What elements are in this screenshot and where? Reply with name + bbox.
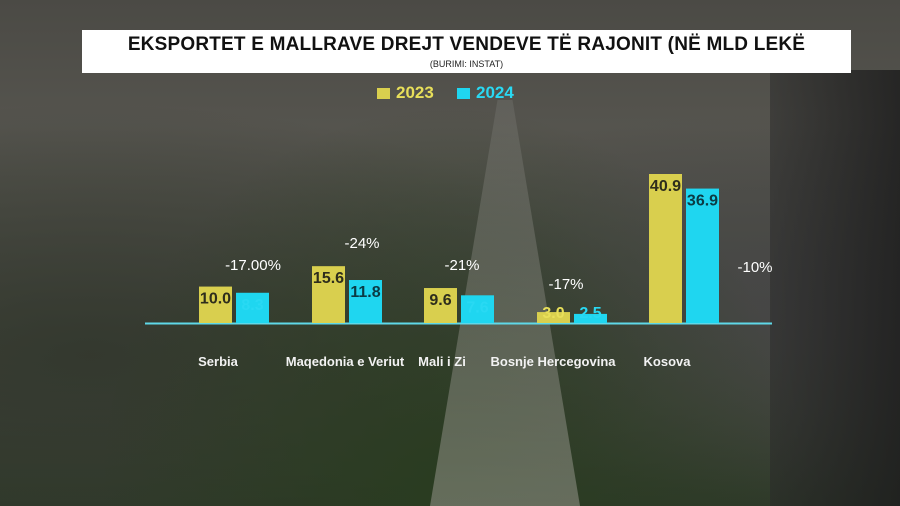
background-building — [770, 70, 900, 506]
change-label-5: -10% — [737, 259, 772, 276]
bar-2024-3 — [461, 295, 494, 323]
chart-title: EKSPORTET E MALLRAVE DREJT VENDEVE TË RA… — [127, 34, 806, 55]
data-label-2023-3: 9.6 — [429, 292, 451, 309]
data-label-2024-2: 11.8 — [350, 284, 380, 301]
category-label-5: Kosova — [644, 354, 692, 369]
bar-2024-4 — [574, 313, 607, 323]
bar-2024-5 — [686, 188, 719, 323]
data-label-2024-4: 2.5 — [579, 305, 601, 322]
legend-label-2024: 2024 — [476, 83, 514, 102]
title-banner: EKSPORTET E MALLRAVE DREJT VENDEVE TË RA… — [82, 30, 851, 73]
legend-swatch-2024 — [457, 87, 470, 99]
data-label-2023-5: 40.9 — [650, 178, 681, 195]
bar-2023-1 — [199, 286, 232, 323]
change-label-1: -17.00% — [225, 257, 281, 274]
legend-item-2023: 2023 — [377, 83, 434, 103]
change-label-4: -17% — [548, 276, 583, 293]
data-label-2024-3: 7.6 — [466, 299, 488, 316]
change-label-2: -24% — [344, 235, 379, 252]
category-label-4: Bosnje Hercegovina — [491, 354, 617, 369]
change-label-3: -21% — [444, 257, 479, 274]
bar-2024-2 — [349, 280, 382, 323]
bar-2024-1 — [236, 292, 269, 323]
data-label-2023-1: 10.0 — [200, 291, 231, 308]
data-label-2023-2: 15.6 — [313, 270, 344, 287]
bar-2023-4 — [537, 312, 570, 323]
chart-subtitle: (BURIMI: INSTAT) — [429, 59, 504, 69]
data-label-2024-5: 36.9 — [687, 193, 718, 210]
bar-2023-5 — [649, 174, 682, 323]
category-label-3: Mali i Zi — [418, 354, 466, 369]
category-label-1: Serbia — [198, 354, 239, 369]
legend-item-2024: 2024 — [457, 83, 514, 103]
legend-swatch-2023 — [377, 87, 390, 99]
bar-2023-2 — [312, 266, 345, 323]
category-label-2: Maqedonia e Veriut — [286, 354, 405, 369]
data-label-2024-1: 8.3 — [241, 297, 263, 314]
data-label-2023-4: 3.0 — [542, 305, 564, 322]
legend-label-2023: 2023 — [396, 83, 434, 102]
bar-2023-3 — [424, 288, 457, 323]
